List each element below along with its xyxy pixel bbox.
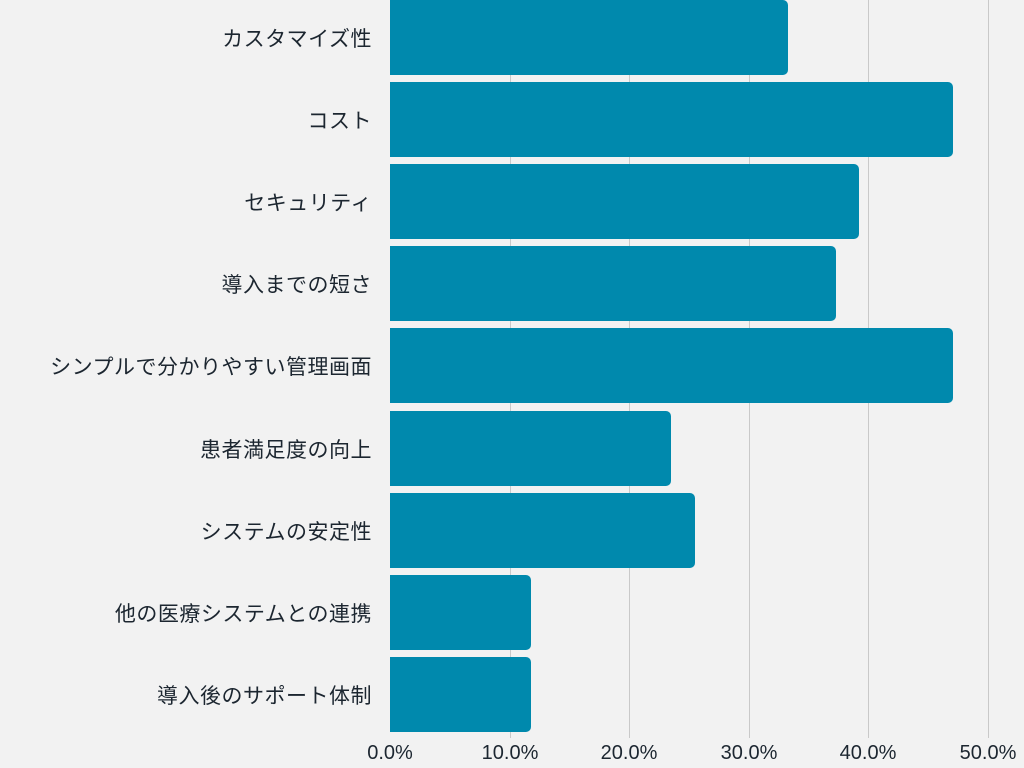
x-tick-label: 40.0% <box>839 742 897 764</box>
bar <box>390 411 671 486</box>
x-tick-label: 50.0% <box>959 742 1017 764</box>
bar <box>390 82 953 157</box>
category-label: カスタマイズ性 <box>222 26 372 51</box>
bar <box>390 164 859 239</box>
bar <box>390 575 531 650</box>
bar <box>390 493 695 568</box>
x-tick-label: 30.0% <box>720 742 778 764</box>
category-label: システムの安定性 <box>200 519 372 544</box>
category-label: 他の医療システムとの連携 <box>114 601 372 626</box>
bar <box>390 0 788 75</box>
bar <box>390 657 531 732</box>
gridline <box>988 0 989 738</box>
category-label: シンプルで分かりやすい管理画面 <box>50 354 372 379</box>
category-label: セキュリティ <box>244 190 372 215</box>
category-label: 導入後のサポート体制 <box>157 683 372 708</box>
x-tick-label: 0.0% <box>367 742 413 764</box>
category-label: コスト <box>307 108 372 133</box>
x-tick-label: 10.0% <box>481 742 539 764</box>
category-label: 患者満足度の向上 <box>200 437 372 462</box>
x-tick-label: 20.0% <box>600 742 658 764</box>
category-label: 導入までの短さ <box>221 272 372 297</box>
bar <box>390 246 836 321</box>
bar <box>390 328 953 403</box>
